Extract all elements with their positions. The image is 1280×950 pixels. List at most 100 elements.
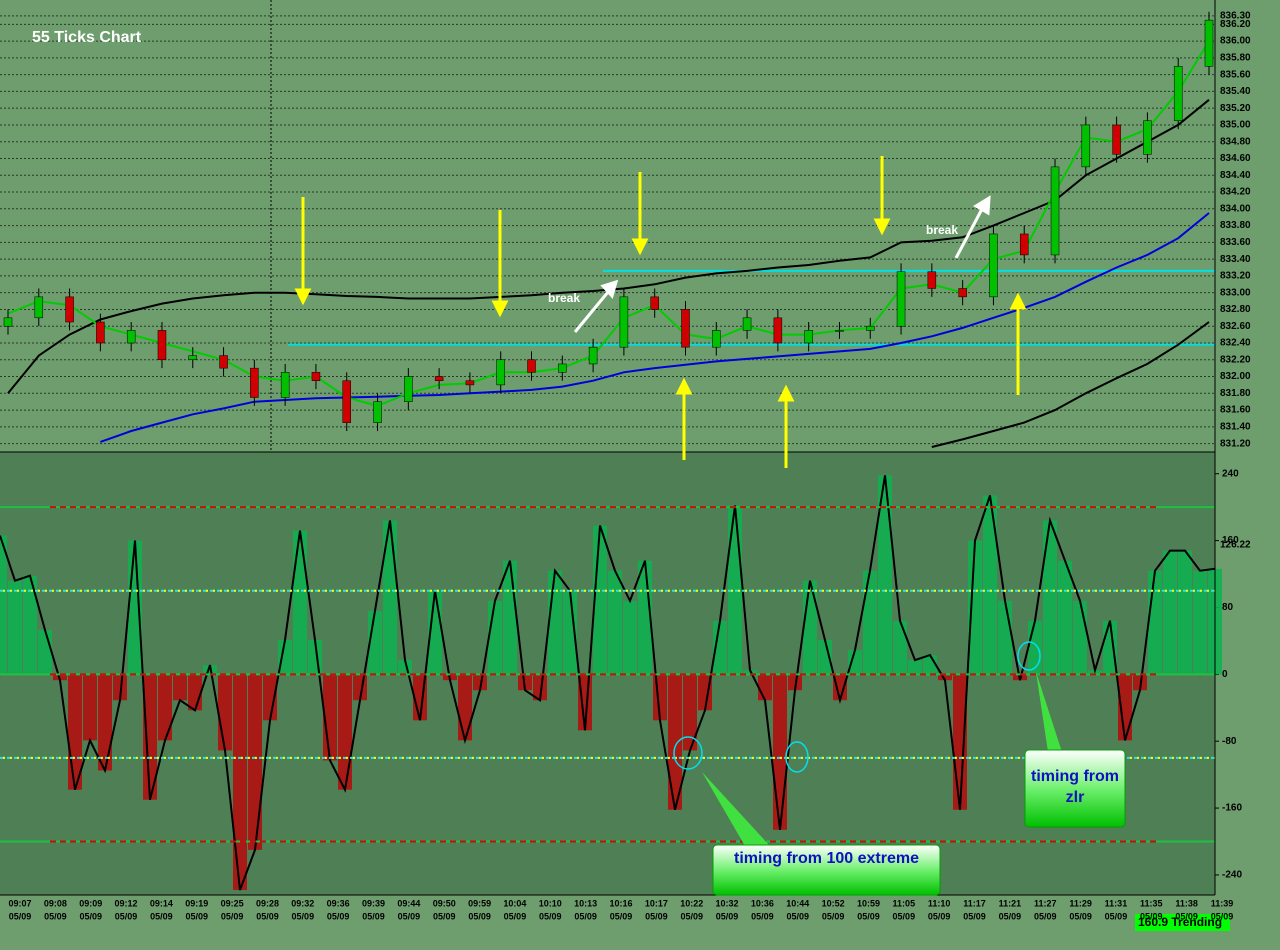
x-tick-label: 11:31 bbox=[1105, 898, 1128, 908]
x-tick-sublabel: 05/09 bbox=[504, 911, 527, 921]
current-value: 126.22 bbox=[1220, 539, 1251, 550]
candle-body bbox=[742, 317, 752, 331]
y-tick-label: 831.80 bbox=[1220, 388, 1251, 399]
callout-pointer bbox=[1036, 672, 1062, 752]
bar bbox=[698, 674, 712, 711]
y-tick-label: 832.60 bbox=[1220, 321, 1251, 332]
y-tick-label: 833.40 bbox=[1220, 254, 1251, 265]
bar bbox=[1148, 570, 1162, 675]
x-tick-label: 09:25 bbox=[221, 898, 244, 908]
x-tick-sublabel: 05/09 bbox=[256, 911, 279, 921]
candle-body bbox=[342, 380, 351, 423]
bar bbox=[818, 640, 832, 675]
x-tick-label: 10:36 bbox=[751, 898, 774, 908]
y-tick-label: 832.20 bbox=[1220, 354, 1251, 365]
x-tick-label: 10:52 bbox=[822, 898, 845, 908]
annotation: break bbox=[548, 291, 580, 305]
x-tick-sublabel: 05/09 bbox=[292, 911, 315, 921]
x-tick-label: 11:27 bbox=[1034, 898, 1057, 908]
x-tick-label: 09:19 bbox=[185, 898, 208, 908]
arrow bbox=[573, 291, 610, 333]
arrow-head bbox=[973, 195, 991, 216]
bar bbox=[1058, 560, 1072, 675]
bar bbox=[608, 570, 622, 675]
chart-title: 55 Ticks Chart bbox=[32, 29, 142, 46]
bar bbox=[668, 674, 682, 810]
x-tick-sublabel: 05/09 bbox=[1140, 911, 1163, 921]
y-tick-label: 832.40 bbox=[1220, 338, 1251, 349]
x-tick-sublabel: 05/09 bbox=[1105, 911, 1128, 921]
bar bbox=[128, 540, 142, 675]
y-tick-label: 836.30 bbox=[1220, 11, 1251, 22]
candle-body bbox=[434, 376, 444, 381]
x-tick-label: 11:38 bbox=[1175, 898, 1198, 908]
x-tick-sublabel: 05/09 bbox=[115, 911, 138, 921]
bar bbox=[173, 674, 187, 701]
x-tick-label: 11:29 bbox=[1069, 898, 1092, 908]
x-tick-label: 09:28 bbox=[256, 898, 279, 908]
bar bbox=[533, 674, 547, 701]
bar bbox=[503, 560, 517, 675]
bar bbox=[953, 674, 967, 810]
bar bbox=[938, 674, 952, 681]
candle-body bbox=[65, 296, 74, 323]
bar bbox=[773, 674, 787, 830]
bar bbox=[488, 600, 502, 675]
x-tick-label: 09:39 bbox=[362, 898, 385, 908]
y-tick-label: 832.80 bbox=[1220, 304, 1251, 315]
x-tick-sublabel: 05/09 bbox=[857, 911, 880, 921]
line bbox=[931, 321, 1210, 448]
y-tick-label: 833.60 bbox=[1220, 237, 1251, 248]
candle-body bbox=[126, 330, 136, 344]
bar bbox=[968, 540, 982, 675]
bar bbox=[908, 660, 922, 675]
candle-body bbox=[1143, 120, 1152, 155]
break-arrows bbox=[573, 195, 991, 333]
bar bbox=[98, 674, 112, 771]
candle-body bbox=[1081, 124, 1091, 168]
y-tick-label: 836.00 bbox=[1220, 36, 1251, 47]
bar bbox=[758, 674, 772, 701]
callout: timing from 100 extreme bbox=[734, 850, 919, 867]
bar bbox=[473, 674, 487, 691]
candle-body bbox=[404, 376, 413, 402]
x-tick-label: 10:17 bbox=[645, 898, 668, 908]
candle-body bbox=[496, 359, 505, 386]
x-tick-sublabel: 05/09 bbox=[574, 911, 597, 921]
x-tick-label: 09:32 bbox=[291, 898, 314, 908]
candle-body bbox=[96, 321, 105, 344]
x-tick-label: 09:14 bbox=[150, 898, 173, 908]
status-box bbox=[1135, 914, 1230, 931]
bar bbox=[548, 570, 562, 675]
x-tick-label: 10:59 bbox=[857, 898, 880, 908]
candle-body bbox=[1050, 166, 1060, 256]
y-tick-label: 834.00 bbox=[1220, 203, 1251, 214]
x-tick-label: 11:21 bbox=[999, 898, 1022, 908]
x-tick-label: 11:05 bbox=[893, 898, 916, 908]
bar bbox=[1043, 520, 1057, 675]
arrow-head bbox=[491, 300, 509, 318]
candle-body bbox=[588, 346, 598, 365]
bar bbox=[1178, 550, 1192, 675]
highlight-circle bbox=[673, 736, 703, 770]
y-tick-label: 835.20 bbox=[1220, 103, 1251, 114]
x-tick-sublabel: 05/09 bbox=[468, 911, 491, 921]
arrow-head bbox=[631, 238, 649, 256]
x-tick-label: 09:07 bbox=[8, 898, 31, 908]
candle-body bbox=[835, 330, 844, 332]
candle-body bbox=[1019, 233, 1029, 256]
x-tick-label: 10:04 bbox=[503, 898, 526, 908]
highlight-circle bbox=[1017, 641, 1041, 671]
bar bbox=[188, 674, 202, 711]
x-tick-sublabel: 05/09 bbox=[1175, 911, 1198, 921]
x-tick-label: 09:50 bbox=[433, 898, 456, 908]
candle-body bbox=[681, 309, 690, 348]
candle-body bbox=[1173, 65, 1183, 122]
bar bbox=[1193, 570, 1207, 675]
bar bbox=[788, 674, 802, 691]
candle-body bbox=[927, 271, 937, 289]
x-tick-sublabel: 05/09 bbox=[150, 911, 173, 921]
x-tick-sublabel: 05/09 bbox=[221, 911, 244, 921]
x-tick-label: 09:08 bbox=[44, 898, 67, 908]
bar bbox=[158, 674, 172, 741]
